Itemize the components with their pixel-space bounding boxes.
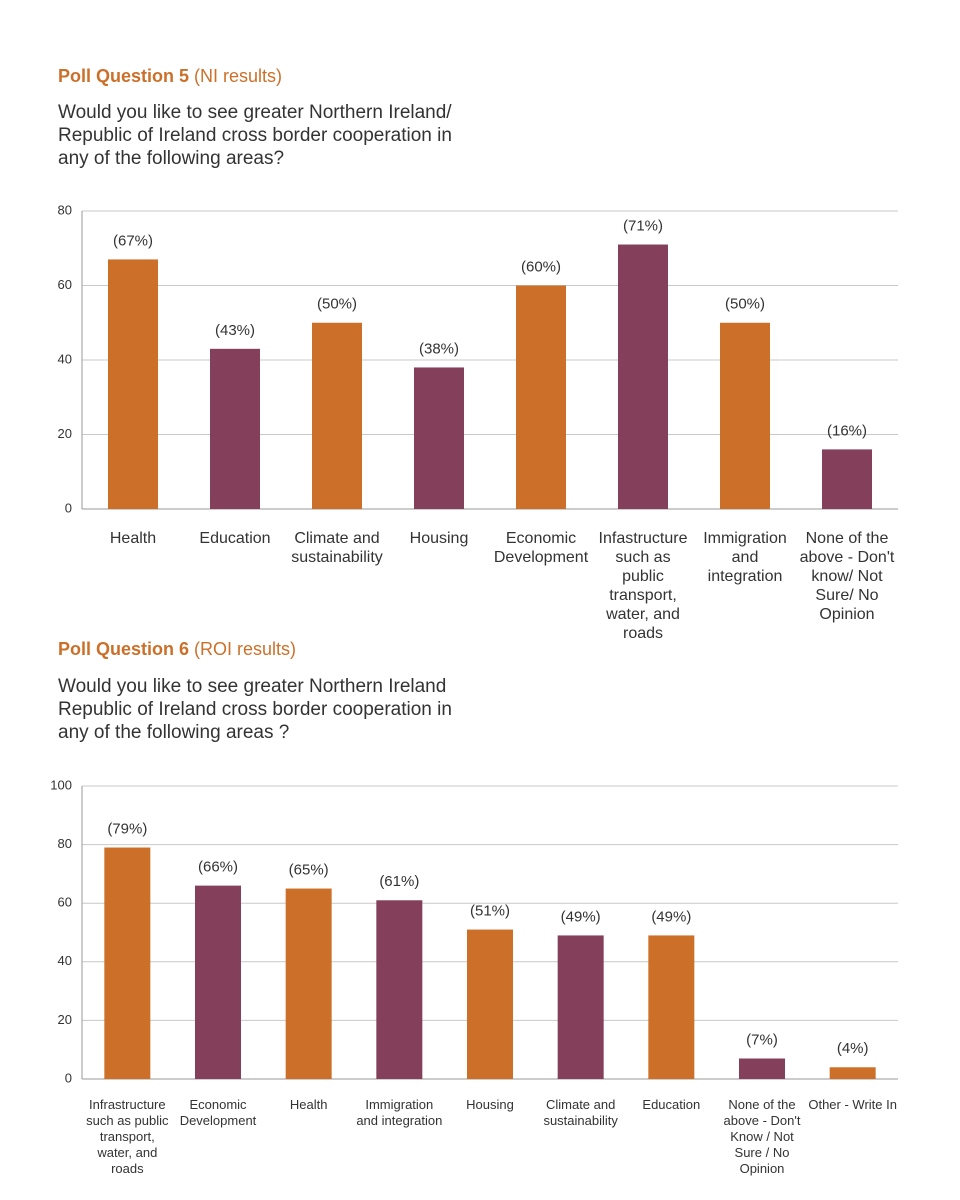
question: Would you like to see greater Northern I… bbox=[58, 102, 452, 169]
bar bbox=[210, 348, 260, 509]
bar bbox=[822, 449, 872, 509]
y-tick-label: 80 bbox=[58, 202, 72, 217]
bar bbox=[195, 885, 241, 1079]
poll-number: Poll Question 5 bbox=[58, 66, 190, 86]
bar bbox=[312, 322, 362, 509]
y-tick-label: 40 bbox=[58, 953, 72, 968]
value-label: (49%) bbox=[561, 908, 601, 925]
poll-note: (NI results) bbox=[189, 66, 283, 86]
x-tick-label: Education bbox=[642, 1097, 701, 1112]
x-tick-label: Health bbox=[109, 530, 157, 547]
y-tick-label: 20 bbox=[58, 426, 72, 441]
bar bbox=[648, 935, 695, 1079]
y-tick-label: 60 bbox=[58, 895, 72, 910]
x-tick-label: Infrastructure such as public transport,… bbox=[86, 1097, 169, 1176]
x-tick-label: Other - Write In bbox=[808, 1097, 897, 1112]
y-tick-label: 0 bbox=[65, 1070, 72, 1085]
bar bbox=[739, 1058, 785, 1079]
y-tick-label: 0 bbox=[65, 500, 72, 515]
y-tick-label: 40 bbox=[58, 351, 72, 366]
bar bbox=[557, 935, 604, 1079]
x-tick-label: Climate and sustainability bbox=[543, 1097, 618, 1128]
x-tick-label: Economic Development bbox=[179, 1097, 257, 1128]
x-tick-label: Housing bbox=[466, 1097, 514, 1112]
value-label: (65%) bbox=[289, 862, 329, 879]
value-label: (50%) bbox=[317, 296, 357, 313]
x-tick-label: Climate and sustainability bbox=[291, 530, 383, 566]
bar bbox=[285, 888, 332, 1079]
bar bbox=[516, 285, 566, 509]
y-tick-label: 20 bbox=[58, 1012, 72, 1027]
bar bbox=[829, 1067, 876, 1079]
bar bbox=[720, 322, 770, 509]
x-tick-label: Immigration and integration bbox=[703, 530, 787, 585]
bar bbox=[467, 929, 513, 1079]
value-label: (16%) bbox=[827, 422, 867, 439]
value-label: (71%) bbox=[623, 217, 663, 234]
value-label: (7%) bbox=[746, 1031, 778, 1048]
x-tick-label: Immigration and integration bbox=[356, 1097, 443, 1128]
question: Would you like to see greater Northern I… bbox=[58, 676, 452, 743]
bar bbox=[618, 244, 668, 509]
poll-note: (ROI results) bbox=[189, 639, 297, 659]
x-tick-label: Economic Development bbox=[493, 530, 589, 566]
value-label: (79%) bbox=[107, 820, 147, 837]
value-label: (67%) bbox=[113, 232, 153, 249]
value-label: (61%) bbox=[379, 873, 419, 890]
x-tick-label: Housing bbox=[409, 530, 469, 547]
value-label: (49%) bbox=[651, 908, 691, 925]
y-tick-label: 80 bbox=[58, 836, 72, 851]
x-tick-label: Education bbox=[199, 530, 271, 547]
x-tick-label: None of the above - Don't Know / Not Sur… bbox=[723, 1097, 801, 1176]
x-tick-label: Infastructure such as public transport, … bbox=[598, 530, 688, 642]
y-tick-label: 100 bbox=[50, 777, 72, 792]
bar bbox=[414, 367, 464, 509]
value-label: (66%) bbox=[198, 859, 238, 876]
bar bbox=[108, 259, 158, 509]
poll-number: Poll Question 6 bbox=[58, 639, 190, 659]
value-label: (60%) bbox=[521, 258, 561, 275]
chart-title: Poll Question 6 (ROI results) bbox=[58, 639, 296, 660]
bar bbox=[376, 900, 423, 1079]
value-label: (43%) bbox=[215, 322, 255, 339]
y-tick-label: 60 bbox=[58, 277, 72, 292]
x-tick-label: None of the above - Don't know/ Not Sure… bbox=[799, 530, 895, 623]
value-label: (51%) bbox=[470, 903, 510, 920]
value-label: (50%) bbox=[725, 296, 765, 313]
value-label: (4%) bbox=[837, 1040, 869, 1057]
bar bbox=[104, 847, 151, 1079]
value-label: (38%) bbox=[419, 340, 459, 357]
chart-title: Poll Question 5 (NI results) bbox=[58, 66, 282, 87]
x-tick-label: Health bbox=[289, 1097, 328, 1112]
